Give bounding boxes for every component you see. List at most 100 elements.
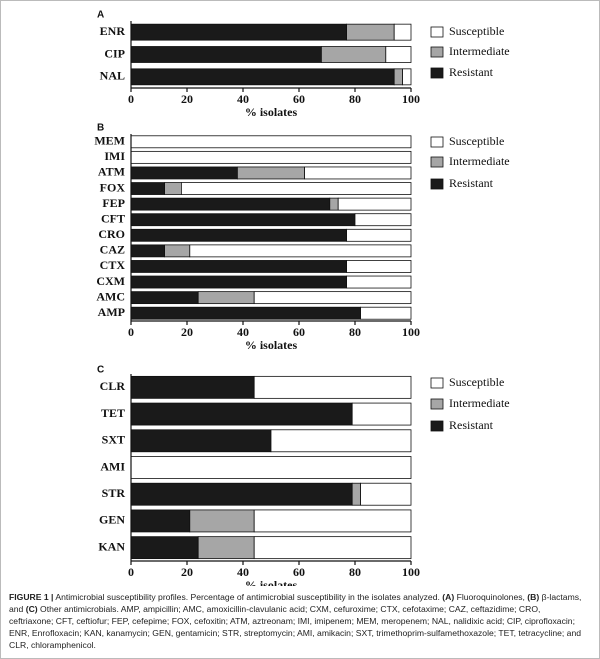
caption-text: Fluoroquinolones, [454, 592, 528, 602]
bar-segment [164, 244, 191, 258]
bar-segment [130, 306, 362, 320]
x-tick-label: 60 [293, 92, 305, 106]
bar-segment [351, 482, 362, 506]
y-tick-label: CLR [100, 379, 126, 393]
bar-segment [130, 375, 255, 399]
legend-label: Resistant [449, 418, 494, 432]
y-tick-label: CRO [98, 227, 125, 241]
caption: FIGURE 1 | Antimicrobial susceptibility … [9, 591, 587, 651]
x-tick-label: 100 [402, 325, 420, 339]
bar-segment [329, 197, 339, 211]
x-tick-label: 0 [128, 325, 134, 339]
legend-swatch [430, 136, 444, 148]
bar-segment [130, 182, 165, 195]
bar-segment [130, 197, 331, 211]
y-tick-label: CFT [101, 211, 125, 225]
legend-swatch [430, 178, 444, 190]
bar-segment [253, 509, 412, 533]
bar-segment [130, 166, 238, 180]
bar-segment [360, 306, 412, 320]
caption-text: (A) [442, 592, 455, 602]
bar-segment [385, 46, 412, 63]
x-tick-label: 60 [293, 325, 305, 339]
bar-segment [130, 509, 191, 533]
x-tick-label: 20 [181, 92, 193, 106]
bar-segment [164, 182, 182, 195]
bar-segment [393, 23, 412, 41]
bar-segment [130, 135, 412, 149]
bar-segment [402, 68, 412, 86]
bar-segment [130, 536, 199, 560]
panel-label: C [97, 365, 104, 376]
bar-segment [253, 375, 412, 399]
legend-label: Intermediate [449, 154, 510, 168]
bar-segment [130, 456, 412, 479]
x-tick-label: 100 [402, 565, 420, 579]
x-tick-label: 0 [128, 565, 134, 579]
caption-text: β-lactams, and [9, 592, 582, 614]
legend-swatch [430, 420, 444, 432]
bar-segment [197, 536, 255, 560]
y-tick-label: CTX [100, 258, 126, 272]
bar-segment [130, 23, 348, 41]
bar-segment [346, 275, 412, 289]
y-tick-label: GEN [99, 513, 125, 527]
x-tick-label: 40 [237, 565, 249, 579]
bar-segment [346, 260, 412, 273]
bar-segment [304, 166, 412, 180]
bar-segment [130, 429, 272, 453]
legend-label: Resistant [449, 176, 494, 190]
x-tick-label: 80 [349, 325, 361, 339]
bar-segment [130, 275, 348, 289]
legend-label: Intermediate [449, 44, 510, 58]
x-tick-label: 60 [293, 565, 305, 579]
x-tick-label: 40 [237, 325, 249, 339]
y-tick-label: FEP [102, 196, 125, 210]
caption-text: (B) [527, 592, 540, 602]
bar-segment [236, 166, 305, 180]
y-tick-label: FOX [100, 180, 126, 194]
bar-segment [320, 46, 387, 63]
bar-segment [346, 23, 395, 41]
x-axis-label: % isolates [245, 338, 298, 352]
bar-segment [130, 213, 356, 227]
legend-swatch [430, 377, 444, 389]
legend-label: Intermediate [449, 396, 510, 410]
y-tick-label: STR [102, 486, 126, 500]
x-tick-label: 20 [181, 565, 193, 579]
bar-segment [130, 68, 395, 86]
x-axis-label: % isolates [245, 578, 298, 586]
bar-segment [130, 260, 348, 273]
legend-label: Resistant [449, 65, 494, 79]
bar-segment [189, 244, 412, 258]
bar-segment [130, 402, 353, 426]
bar-segment [130, 244, 165, 258]
y-tick-label: ENR [100, 24, 126, 38]
bar-segment [130, 482, 353, 506]
legend-swatch [430, 398, 444, 410]
caption-text: Antimicrobial susceptibility profiles. P… [53, 592, 443, 602]
y-tick-label: CAZ [100, 243, 125, 257]
bar-segment [180, 182, 412, 195]
bar-segment [189, 509, 255, 533]
caption-text: Other antimicrobials. AMP, ampicillin; A… [9, 604, 582, 650]
bar-segment [253, 291, 412, 305]
y-tick-label: AMI [100, 459, 125, 473]
y-tick-label: KAN [98, 539, 125, 553]
legend-swatch [430, 46, 444, 58]
x-tick-label: 0 [128, 92, 134, 106]
x-axis-label: % isolates [245, 105, 298, 119]
bar-segment [130, 291, 199, 305]
y-tick-label: MEM [94, 134, 125, 148]
caption-text: (C) [25, 604, 38, 614]
y-tick-label: AMP [98, 305, 125, 319]
bar-segment [360, 482, 412, 506]
bar-segment [354, 213, 412, 227]
bar-segment [130, 228, 348, 242]
x-tick-label: 80 [349, 565, 361, 579]
legend-label: Susceptible [449, 24, 504, 38]
bar-segment [270, 429, 412, 453]
bar-segment [253, 536, 412, 560]
